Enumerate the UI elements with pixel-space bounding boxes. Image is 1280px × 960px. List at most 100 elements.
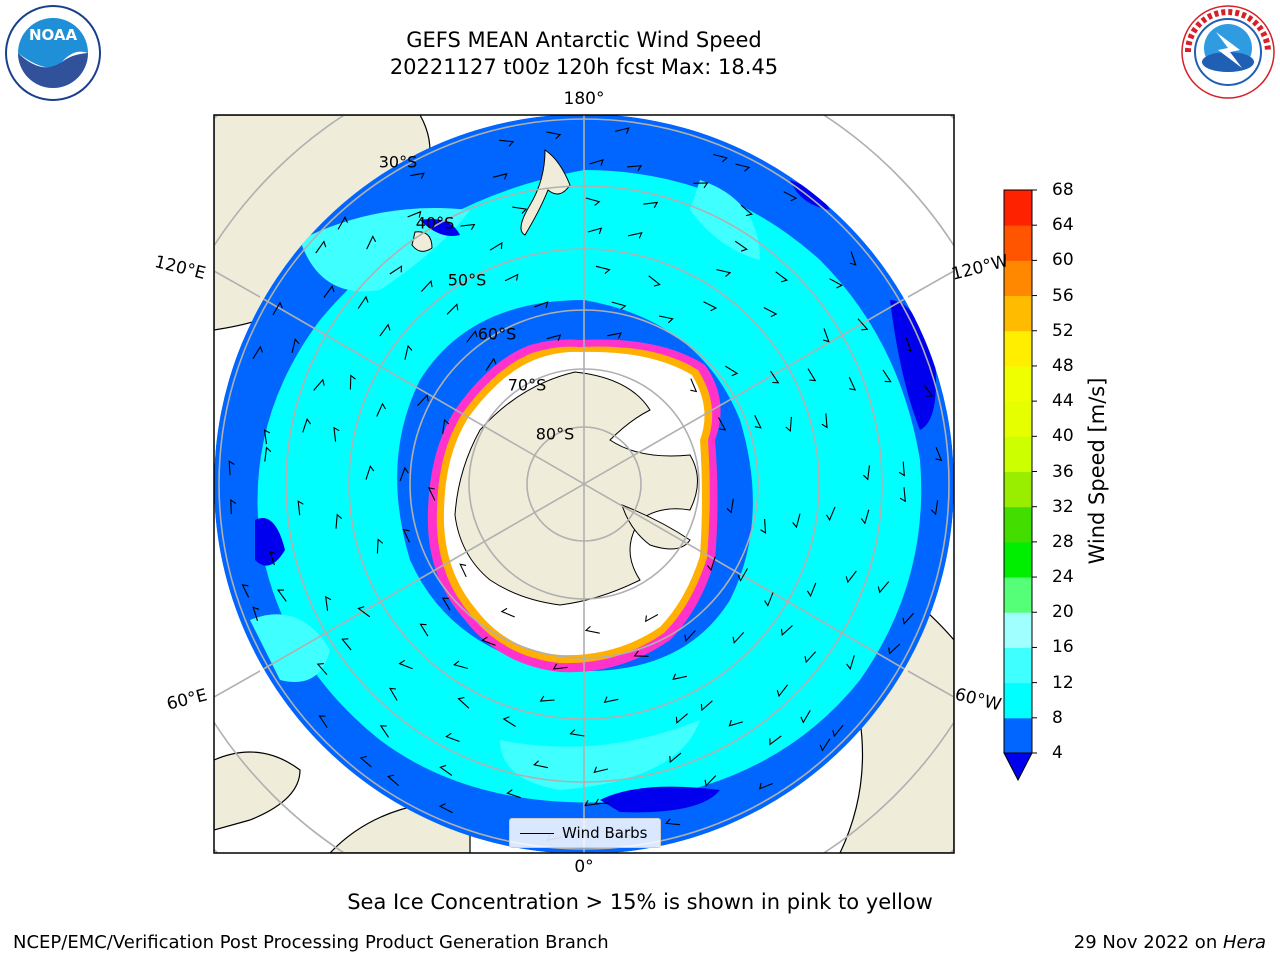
wind-barb (587, 227, 603, 235)
wind-barb (379, 725, 390, 738)
colorbar-segment (1004, 506, 1032, 543)
lat-label-40s: 40°S (415, 213, 455, 233)
wind-barb (264, 446, 272, 462)
colorbar-tick-label: 40 (1052, 426, 1074, 447)
wind-barb (512, 206, 528, 214)
wind-barb (725, 365, 739, 377)
wind-barb (845, 570, 857, 584)
map-title: GEFS MEAN Antarctic Wind Speed (406, 28, 762, 52)
wind-field-calm (255, 518, 285, 566)
wind-barb (459, 563, 467, 578)
wind-barb (734, 240, 748, 252)
wind-barb (445, 732, 460, 743)
colorbar (1003, 189, 1037, 782)
lon-label-180: 180° (563, 89, 605, 109)
colorbar-tick-label: 60 (1052, 250, 1074, 271)
colorbar-segment (1004, 225, 1032, 261)
colorbar-segment (1004, 260, 1032, 297)
wind-barb (718, 417, 727, 431)
wind-barb (882, 369, 892, 383)
wind-barb (716, 269, 732, 278)
wind-barb (627, 165, 643, 172)
wind-barb (704, 775, 717, 787)
wind-barb (379, 323, 391, 337)
wind-barb (446, 303, 459, 315)
wind-barb (645, 614, 659, 623)
wind-barb (228, 460, 235, 476)
wind-barb (460, 223, 476, 230)
colorbar-tick-label: 8 (1052, 707, 1063, 728)
wind-barb (776, 684, 789, 698)
wind-barb (826, 506, 836, 522)
noaa-logo-text: NOAA (29, 26, 78, 44)
wind-barb (419, 623, 429, 637)
sea-ice-note: Sea Ice Concentration > 15% is shown in … (347, 890, 933, 914)
wind-barb (357, 295, 369, 309)
wind-barb (693, 182, 709, 189)
wind-barb (366, 235, 377, 250)
wind-barb (272, 301, 283, 316)
wind-barb (489, 241, 503, 251)
wind-barb (485, 357, 497, 371)
colorbar-segment (1004, 682, 1032, 719)
colorbar-segment (1004, 717, 1032, 754)
wind-barb (627, 232, 643, 239)
wind-barb (930, 500, 939, 516)
noaa-logo: NOAA (4, 4, 102, 102)
wind-barb (807, 368, 817, 382)
credit-date: 29 Nov 2022 on (1073, 932, 1223, 953)
wind-barb (584, 625, 600, 634)
wind-barb (706, 556, 716, 572)
wind-barb (337, 215, 349, 230)
colorbar-tick-label: 24 (1052, 567, 1074, 588)
wind-barb (780, 625, 793, 637)
wind-barb (758, 782, 773, 790)
nws-logo (1178, 2, 1278, 102)
wind-barb (466, 330, 478, 343)
wind-barb (457, 696, 470, 709)
map-subtitle: 20221127 t00z 120h fcst Max: 18.45 (389, 55, 779, 79)
wind-barb (276, 589, 287, 602)
wind-barb (846, 655, 855, 670)
wind-barb (672, 673, 687, 681)
wind-barb (404, 344, 413, 360)
colorbar-tick-label: 32 (1052, 496, 1074, 517)
wind-barb (230, 499, 237, 515)
wind-barb (593, 766, 609, 774)
lat-label-60s: 60°S (477, 324, 517, 344)
wind-barb (302, 418, 312, 433)
wind-barb (252, 345, 264, 360)
wind-barb (241, 584, 250, 598)
wind-barb (376, 538, 384, 554)
wind-field-light (300, 208, 470, 292)
wind-barb (935, 447, 943, 462)
graticule (218, 115, 950, 853)
wind-barb (899, 487, 906, 503)
wind-barb (420, 280, 433, 292)
wind-barb (819, 738, 831, 752)
colorbar-tick-label: 36 (1052, 461, 1074, 482)
wind-barb (365, 465, 375, 480)
colorbar-segment (1004, 365, 1032, 402)
wind-barb (546, 334, 562, 341)
wind-barb (492, 173, 508, 180)
colorbar-segment (1004, 647, 1032, 684)
wind-barb (860, 509, 870, 525)
lon-label-0: 0° (574, 857, 594, 877)
wind-barb (263, 429, 271, 445)
wind-barb (603, 696, 619, 703)
wind-barb (533, 760, 549, 769)
colorbar-segment (1004, 612, 1032, 648)
wind-barb (398, 659, 413, 670)
wind-barb (735, 163, 751, 172)
wind-barb (775, 271, 789, 283)
wind-barb (832, 724, 844, 738)
colorbar-segment (1004, 471, 1032, 508)
lat-label-80s: 80°S (535, 424, 575, 444)
wind-barb (499, 139, 515, 147)
wind-barb (357, 606, 371, 618)
wind-barb (902, 612, 915, 625)
wind-barb (539, 695, 555, 702)
wind-barb (740, 204, 753, 217)
